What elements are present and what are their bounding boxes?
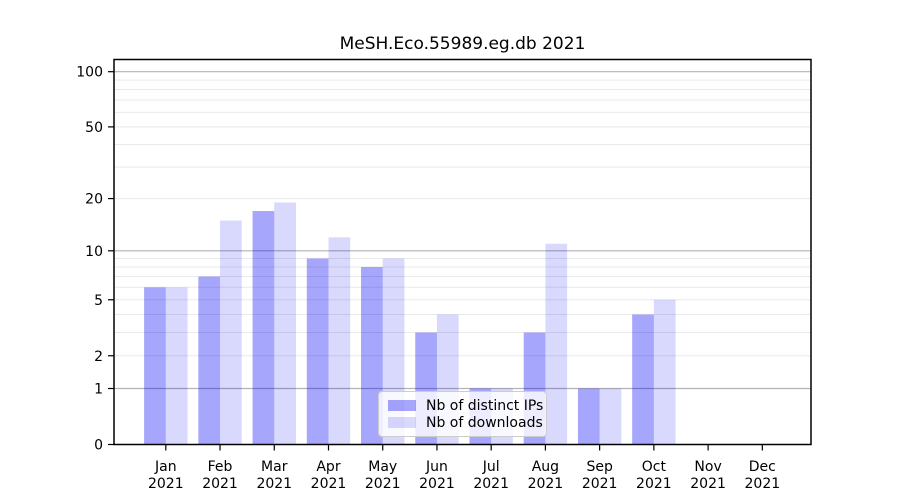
bar-downloads-aug <box>545 243 568 445</box>
bar-distinct-ips-mar <box>252 211 275 445</box>
x-tick-label-year-sep: 2021 <box>582 476 618 492</box>
x-tick-label-month-apr: Apr <box>316 459 340 475</box>
bar-downloads-mar <box>274 202 296 445</box>
x-tick-label-month-mar: Mar <box>261 459 288 475</box>
legend-label-distinct-ips: Nb of distinct IPs <box>426 397 544 414</box>
axes-spines <box>113 58 812 446</box>
x-tick-label-year-jun: 2021 <box>419 476 455 492</box>
bar-downloads-feb <box>220 220 242 445</box>
x-tick-label-month-aug: Aug <box>532 459 559 475</box>
bar-distinct-ips-oct <box>632 314 654 445</box>
x-tick-label-year-aug: 2021 <box>528 476 564 492</box>
legend-swatch-downloads <box>388 417 416 428</box>
y-tick-label-1: 1 <box>94 382 103 398</box>
x-tick-label-month-jul: Jul <box>482 459 500 475</box>
y-tick-label-100: 100 <box>76 65 103 81</box>
legend-item-distinct-ips: Nb of distinct IPs <box>388 397 543 414</box>
x-tick-label-year-apr: 2021 <box>311 476 347 492</box>
x-tick-label-month-jun: Jun <box>425 459 448 475</box>
x-tick-label-year-may: 2021 <box>365 476 401 492</box>
legend-swatch-distinct-ips <box>388 400 416 411</box>
chart-title: MeSH.Eco.55989.eg.db 2021 <box>339 34 586 54</box>
y-tick-label-0: 0 <box>94 438 103 454</box>
x-tick-label-year-jul: 2021 <box>473 476 509 492</box>
x-tick-label-month-feb: Feb <box>208 459 233 475</box>
x-tick-label-year-nov: 2021 <box>690 476 726 492</box>
bar-downloads-apr <box>328 237 351 445</box>
y-tick-label-10: 10 <box>85 244 103 260</box>
bar-distinct-ips-may <box>361 267 383 445</box>
y-tick-label-50: 50 <box>85 120 103 136</box>
legend: Nb of distinct IPs Nb of downloads <box>378 391 547 437</box>
x-tick-label-month-jan: Jan <box>154 459 177 475</box>
bar-distinct-ips-feb <box>198 276 221 445</box>
x-tick-label-year-oct: 2021 <box>636 476 672 492</box>
y-tick-label-20: 20 <box>85 192 103 208</box>
bar-downloads-jan <box>165 287 188 445</box>
bar-distinct-ips-jan <box>144 287 166 445</box>
x-tick-label-month-oct: Oct <box>642 459 667 475</box>
legend-label-downloads: Nb of downloads <box>426 414 543 431</box>
x-tick-label-month-dec: Dec <box>749 459 776 475</box>
legend-item-downloads: Nb of downloads <box>388 414 543 431</box>
x-tick-label-year-jan: 2021 <box>148 476 184 492</box>
bar-distinct-ips-apr <box>306 258 329 445</box>
y-tick-label-5: 5 <box>94 293 103 309</box>
x-tick-label-year-feb: 2021 <box>202 476 238 492</box>
x-tick-label-month-may: May <box>368 459 397 475</box>
x-tick-label-month-nov: Nov <box>694 459 721 475</box>
bar-distinct-ips-sep <box>577 388 600 445</box>
bar-downloads-sep <box>599 388 622 445</box>
bar-downloads-oct <box>653 299 676 445</box>
x-tick-label-year-dec: 2021 <box>745 476 781 492</box>
x-tick-label-month-sep: Sep <box>586 459 613 475</box>
y-tick-label-2: 2 <box>94 349 103 365</box>
x-tick-label-year-mar: 2021 <box>256 476 292 492</box>
